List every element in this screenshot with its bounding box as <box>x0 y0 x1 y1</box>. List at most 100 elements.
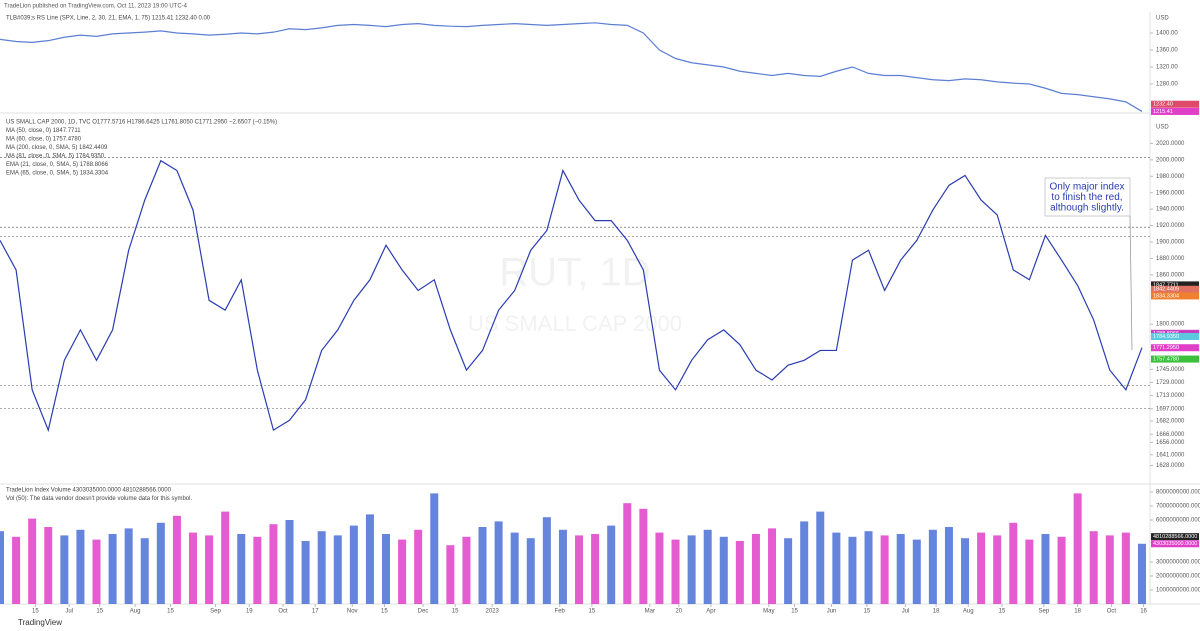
volume-bar <box>156 522 165 604</box>
x-tick-label: 15 <box>452 609 459 615</box>
volume-bar <box>285 520 294 604</box>
volume-bar <box>205 535 214 604</box>
volume-bar <box>92 539 101 604</box>
x-tick-label: 17 <box>312 609 319 615</box>
volume-bar <box>333 535 342 604</box>
price-tag-label: 4810288566.0000 <box>1153 534 1197 540</box>
legend-line: EMA (21, close, 0, SMA, 5) 1788.8066 <box>6 162 109 168</box>
volume-bar <box>542 517 551 604</box>
volume-bar <box>172 515 181 604</box>
x-tick-label: 15 <box>32 609 39 615</box>
price-tag <box>1151 285 1199 293</box>
legend-line: MA (60, close, 0) 1757.4780 <box>6 137 82 143</box>
x-tick-label: Feb <box>555 609 566 615</box>
price-tag <box>1151 281 1199 289</box>
x-tick-label: Nov <box>347 609 358 615</box>
volume-bar <box>993 535 1002 604</box>
volume-bar <box>671 539 680 604</box>
volume-bar <box>60 535 69 604</box>
y-tick-label: 1697.0000 <box>1156 406 1185 412</box>
x-tick-label: Oct <box>1107 609 1117 615</box>
volume-bar <box>430 493 439 604</box>
volume-bar <box>526 538 535 604</box>
volume-bar <box>703 529 712 604</box>
volume-bar <box>655 532 664 604</box>
x-tick-label: Dec <box>418 609 429 615</box>
volume-bar <box>751 534 760 604</box>
y-tick-label: 1900.0000 <box>1156 240 1185 246</box>
y-tick-label: 2000000000.0000 <box>1156 574 1200 580</box>
volume-bar <box>124 528 133 604</box>
x-tick-label: 15 <box>96 609 103 615</box>
volume-bar <box>446 545 455 604</box>
x-tick-label: Jul <box>902 609 910 615</box>
volume-bar <box>558 529 567 604</box>
volume-bar <box>221 511 230 604</box>
legend-line: MA (50, close, 0) 1847.7711 <box>6 128 81 134</box>
volume-bar <box>912 539 921 604</box>
volume-bar <box>735 541 744 604</box>
volume-bar <box>816 511 825 604</box>
volume-bar <box>928 529 937 604</box>
price-tag-label: 1757.4780 <box>1153 357 1179 363</box>
annotation-pointer <box>1129 215 1133 351</box>
annotation-line: Only major index <box>1049 182 1124 193</box>
x-tick-label: Apr <box>706 609 715 615</box>
y-tick-label: 1280.00 <box>1156 82 1178 88</box>
volume-bar <box>510 532 519 604</box>
x-tick-label: Aug <box>963 609 974 615</box>
volume-bar <box>398 539 407 604</box>
volume-bar <box>639 508 648 604</box>
volume-bar <box>896 534 905 604</box>
y-tick-label: 1729.0000 <box>1156 380 1185 386</box>
x-tick-label: 15 <box>381 609 388 615</box>
y-tick-label: 8000000000.0000 <box>1156 490 1200 496</box>
footer-logo: TradingView <box>18 618 62 627</box>
volume-bar <box>237 534 246 604</box>
price-tag-label: 1784.9350 <box>1153 334 1179 340</box>
y-tick-label: 3000000000.0000 <box>1156 560 1200 566</box>
volume-bar <box>977 532 986 604</box>
y-tick-label: 1745.0000 <box>1156 367 1185 373</box>
volume-bar <box>832 532 841 604</box>
volume-bar <box>349 525 358 604</box>
volume-bar <box>784 538 793 604</box>
y-tick-label: 1960.0000 <box>1156 190 1185 196</box>
price-tag-label: 1842.4409 <box>1153 287 1179 293</box>
price-line <box>0 22 1143 112</box>
x-tick-label: Sep <box>1039 609 1050 615</box>
volume-bar <box>848 536 857 604</box>
currency-label: USD <box>1156 16 1169 22</box>
volume-bar <box>365 514 374 604</box>
annotation-line: although slightly. <box>1050 203 1124 214</box>
volume-bar <box>961 538 970 604</box>
volume-bar <box>140 538 149 604</box>
volume-bar <box>382 534 391 604</box>
volume-bar <box>1137 543 1146 604</box>
volume-bar <box>607 525 616 604</box>
annotation-line: to finish the red, <box>1051 192 1122 203</box>
volume-bar <box>12 536 21 604</box>
price-tag <box>1151 107 1199 115</box>
volume-bar <box>301 541 310 604</box>
x-tick-label: 2023 <box>485 609 499 615</box>
watermark: RUT, 1D <box>499 251 650 295</box>
x-tick-label: 15 <box>589 609 596 615</box>
legend-line: TLB#039;s RS Line (SPX, Line, 2, 30, 21,… <box>6 16 211 22</box>
annotation-box <box>1044 177 1131 217</box>
y-tick-label: 1360.00 <box>1156 48 1178 54</box>
y-tick-label: 1940.0000 <box>1156 207 1185 213</box>
legend-line: EMA (65, close, 0, SMA, 5) 1834.3304 <box>6 171 109 177</box>
volume-bar <box>108 534 117 604</box>
volume-bar <box>1089 531 1098 604</box>
volume-bar <box>317 531 326 604</box>
volume-bar <box>800 521 809 604</box>
x-tick-label: 18 <box>933 609 940 615</box>
legend-line: MA (81, close, 0, SMA, 5) 1784.9350 <box>6 154 105 160</box>
volume-bar <box>1073 493 1082 604</box>
legend-line: US SMALL CAP 2000, 1D, TVC O1777.5716 H1… <box>6 120 277 126</box>
volume-bar <box>591 534 600 604</box>
x-tick-label: May <box>763 609 774 615</box>
